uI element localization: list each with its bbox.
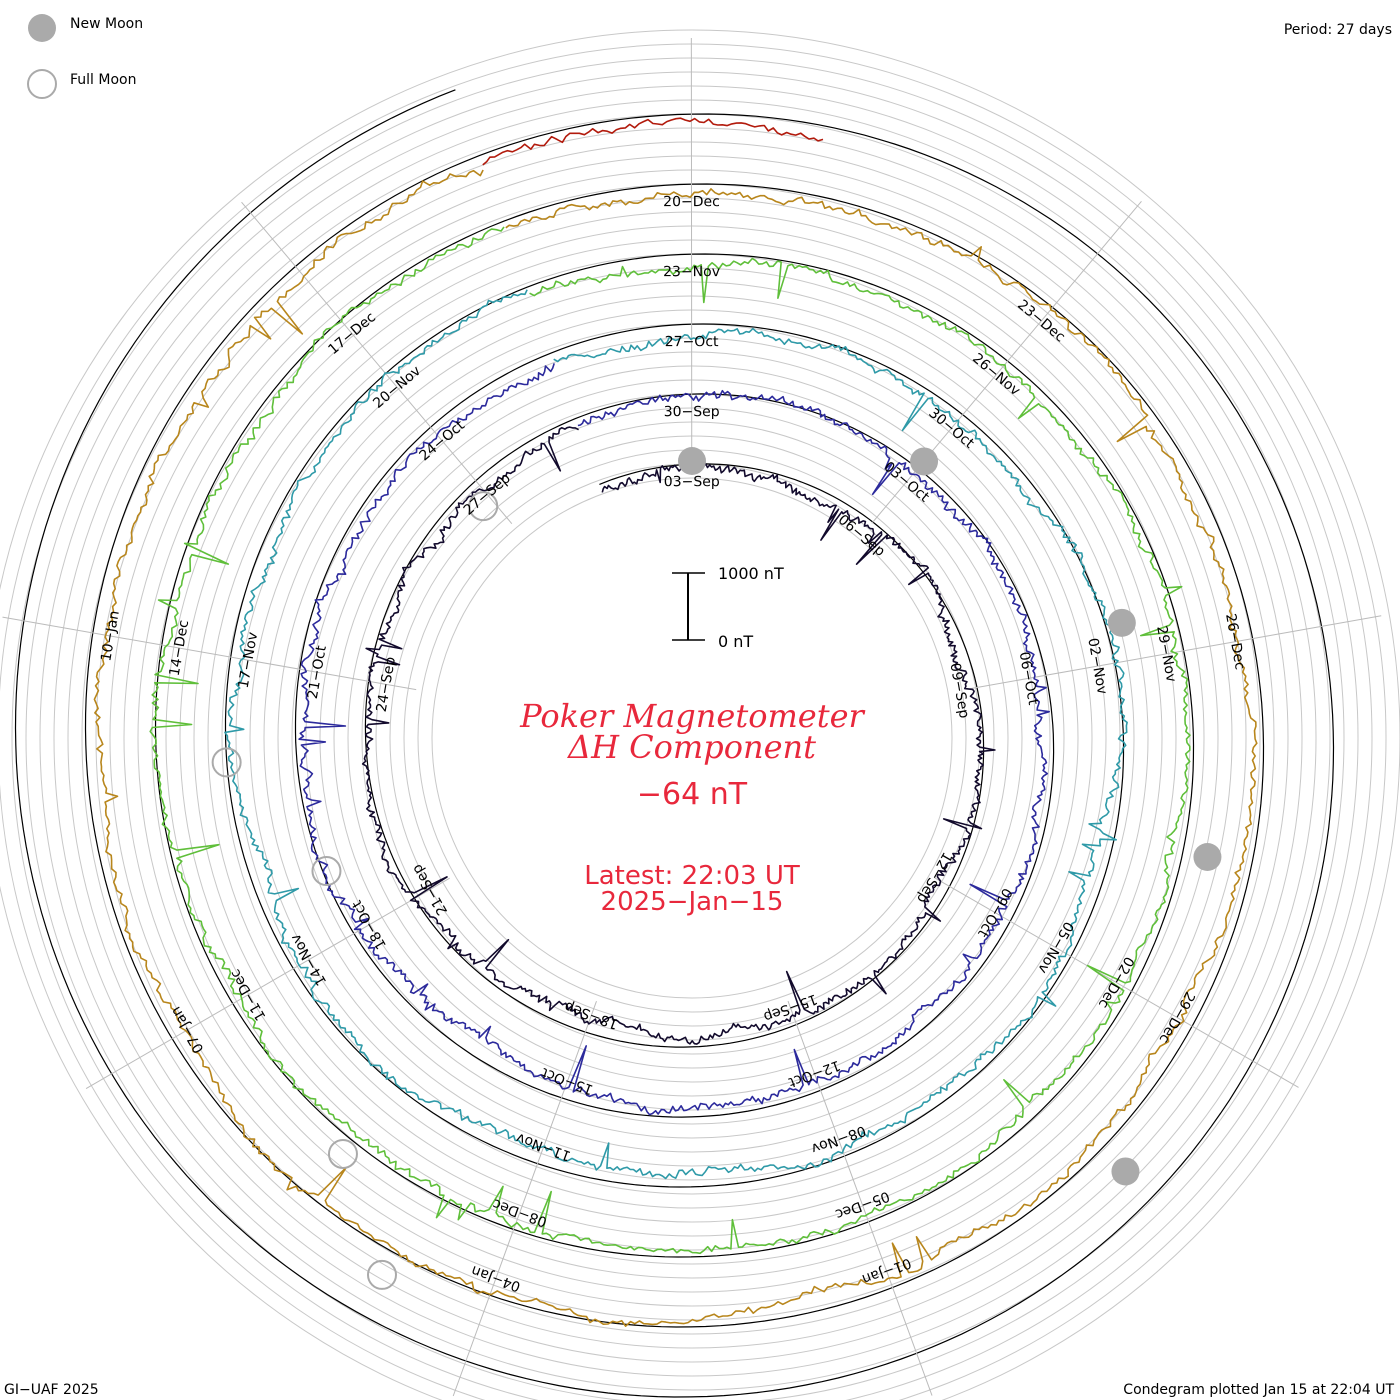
baseline-spiral (14, 89, 1335, 1398)
period-label: Period: 27 days (1283, 22, 1392, 38)
date-label: 04−Jan (469, 1262, 523, 1294)
trace-rotation-5 (93, 169, 1258, 1327)
date-label: 18−Oct (349, 897, 390, 952)
data-traces (93, 117, 1258, 1327)
full-moon-marker (311, 856, 342, 887)
chart-subtitle: ΔH Component (566, 728, 816, 766)
new-moon-marker (678, 447, 706, 475)
latest-date: 2025−Jan−15 (601, 887, 784, 917)
date-label: 27−Oct (665, 334, 719, 350)
scale-bar: 1000 nT 0 nT (672, 564, 784, 651)
date-label: 14−Nov (288, 931, 330, 988)
date-label: 23−Nov (663, 264, 720, 280)
full-moon-marker (327, 1138, 358, 1169)
date-label: 21−Sep (409, 861, 451, 918)
date-label: 29−Nov (1153, 625, 1179, 684)
full-moon-marker (367, 1259, 397, 1290)
date-label: 20−Dec (663, 194, 720, 210)
ring-grid (0, 29, 1400, 1400)
date-label: 02−Nov (1084, 637, 1110, 696)
new-moon-marker (1193, 842, 1222, 871)
current-value: −64 nT (637, 777, 748, 812)
full-moon-legend-label: Full Moon (70, 72, 136, 88)
new-moon-legend-label: New Moon (70, 16, 143, 32)
date-label: 26−Dec (1222, 612, 1248, 671)
date-label: 26−Nov (969, 350, 1023, 399)
date-label: 09−Oct (974, 885, 1015, 940)
full-moon-legend-icon (27, 69, 57, 99)
chart-title: Poker Magnetometer (519, 697, 865, 735)
full-moon-marker (211, 747, 242, 778)
scale-top-label: 1000 nT (718, 564, 784, 583)
footer-credit: GI−UAF 2025 (4, 1382, 99, 1398)
new-moon-marker (1107, 608, 1136, 637)
trace-rotation-6 (482, 117, 824, 166)
new-moon-legend-icon (28, 14, 56, 42)
trace-rotation-4 (149, 226, 1191, 1255)
date-label: 05−Dec (833, 1188, 892, 1222)
new-moon-marker (910, 447, 939, 476)
trace-rotation-1 (361, 426, 996, 1045)
date-label: 30−Sep (664, 404, 720, 420)
new-moon-marker (1111, 1157, 1140, 1186)
date-label: 07−Jan (168, 1004, 207, 1056)
trace-rotation-3 (224, 289, 1128, 1180)
moon-markers (211, 447, 1222, 1290)
trace-rotation-2 (298, 363, 1050, 1116)
date-label: 03−Sep (664, 474, 720, 490)
footer-plotted: Condegram plotted Jan 15 at 22:04 UT (1123, 1382, 1394, 1398)
latest-time: Latest: 22:03 UT (584, 861, 800, 891)
legend: New Moon Full Moon (27, 14, 143, 99)
full-moon-marker (468, 491, 499, 522)
scale-bottom-label: 0 nT (718, 632, 753, 651)
